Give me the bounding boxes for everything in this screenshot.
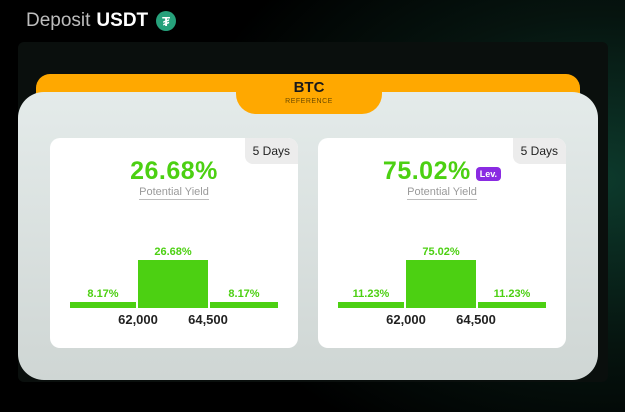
payout-bar-label: 75.02% [422, 246, 460, 258]
strike-tick-label: 64,500 [456, 312, 496, 327]
reference-tab: BTC REFERENCE [236, 74, 382, 114]
payout-bar [478, 302, 546, 308]
payout-chart-svg: 11.23% 75.02% 11.23% 62,000 64,500 [338, 246, 546, 327]
potential-yield-value: 26.68% [130, 156, 218, 185]
payout-bar [406, 260, 476, 308]
potential-yield-label[interactable]: Potential Yield [407, 186, 477, 200]
tether-icon: ₮ [156, 11, 177, 31]
payout-bar [210, 302, 278, 308]
payout-bar-label: 11.23% [494, 288, 531, 300]
duration-badge: 5 Days [244, 138, 298, 164]
header-currency: USDT [96, 10, 149, 31]
strike-tick-label: 64,500 [188, 312, 228, 327]
yield-row: 75.02% Lev. [318, 156, 566, 186]
payout-chart: 11.23% 75.02% 11.23% 62,000 64,500 [318, 138, 566, 348]
payout-chart: 8.17% 26.68% 8.17% 62,000 64,500 [50, 138, 298, 348]
payout-bar-label: 8.17% [228, 288, 259, 300]
yield-card-leveraged[interactable]: 5 Days 75.02% Lev. Potential Yield 11.23… [318, 138, 566, 348]
payout-chart-svg: 8.17%26.68%8.17%62,000 64,500 [70, 246, 278, 327]
payout-bar [138, 260, 208, 308]
potential-yield-value: 75.02% [382, 156, 471, 185]
payout-bar [338, 302, 404, 308]
page-header: Deposit USDT ₮ [26, 10, 177, 32]
payout-bar-label: 11.23% [353, 288, 390, 300]
strike-tick-label: 62,000 [386, 312, 426, 327]
yield-row: 26.68% [50, 156, 298, 186]
payout-bar-label: 26.68% [154, 246, 192, 258]
duration-badge: 5 Days [512, 138, 566, 164]
strike-tick-label: 62,000 [118, 312, 158, 327]
payout-bar-label: 8.17% [87, 288, 118, 300]
payout-bar [70, 302, 136, 308]
leverage-badge: Lev. [475, 167, 502, 181]
reference-title: BTC [293, 79, 325, 96]
reference-subtitle: REFERENCE [285, 98, 333, 105]
yield-card-standard[interactable]: 5 Days 26.68% Potential Yield 8.17% 26.68… [50, 138, 298, 348]
header-prefix: Deposit [26, 10, 91, 31]
potential-yield-label[interactable]: Potential Yield [139, 186, 209, 200]
